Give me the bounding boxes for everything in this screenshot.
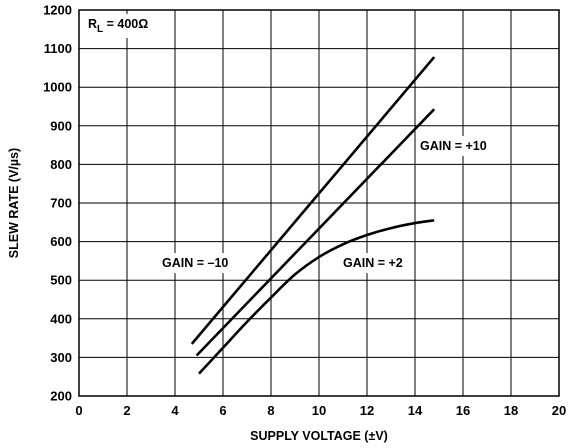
x-tick-label: 20 xyxy=(552,403,566,418)
series-line xyxy=(195,108,436,357)
x-tick-label: 8 xyxy=(267,403,274,418)
condition-value: = 400Ω xyxy=(103,17,148,31)
condition-label: RL = 400Ω xyxy=(88,17,148,35)
x-tick-label: 2 xyxy=(123,403,130,418)
series-line xyxy=(198,219,435,375)
y-tick-label: 500 xyxy=(50,273,72,288)
series-label-gain-plus-10: GAIN = +10 xyxy=(420,139,487,153)
y-axis-label: SLEW RATE (V/µs) xyxy=(7,148,21,258)
y-tick-label: 600 xyxy=(50,234,72,249)
y-tick-label: 1200 xyxy=(43,3,72,18)
series-label-background xyxy=(417,136,490,156)
x-axis-label: SUPPLY VOLTAGE (±V) xyxy=(250,429,388,443)
y-tick-label: 1100 xyxy=(44,41,72,56)
x-tick-label: 4 xyxy=(171,403,179,418)
grid-lines xyxy=(78,9,560,397)
x-tick-label: 10 xyxy=(312,403,326,418)
y-tick-label: 900 xyxy=(50,118,72,133)
series-lines xyxy=(190,56,436,375)
condition-subscript: L xyxy=(97,24,103,35)
x-tick-label: 14 xyxy=(408,403,423,418)
series-label-gain-plus-2: GAIN = +2 xyxy=(343,256,403,270)
x-tick-label: 16 xyxy=(456,403,470,418)
x-tick-label: 0 xyxy=(75,403,82,418)
y-tick-label: 800 xyxy=(50,157,72,172)
y-tick-label: 1000 xyxy=(43,80,72,95)
x-tick-label: 6 xyxy=(219,403,226,418)
condition-main: R xyxy=(88,17,97,31)
x-tick-labels: 0 2 4 6 8 10 12 14 16 18 20 xyxy=(75,403,566,418)
plot-frame xyxy=(78,9,560,397)
series-label-background xyxy=(159,253,232,273)
condition-label-background xyxy=(85,14,152,38)
series-line xyxy=(190,56,436,345)
series-label-gain-minus-10: GAIN = –10 xyxy=(162,256,228,270)
y-tick-labels: 200 300 400 500 600 700 800 900 1000 1100 1200 xyxy=(43,3,72,404)
series-label-background xyxy=(340,253,406,273)
y-tick-label: 200 xyxy=(50,389,72,404)
y-tick-label: 400 xyxy=(50,311,72,326)
y-tick-label: 700 xyxy=(50,196,72,211)
x-tick-label: 12 xyxy=(360,403,374,418)
x-tick-label: 18 xyxy=(504,403,518,418)
y-tick-label: 300 xyxy=(50,350,72,365)
